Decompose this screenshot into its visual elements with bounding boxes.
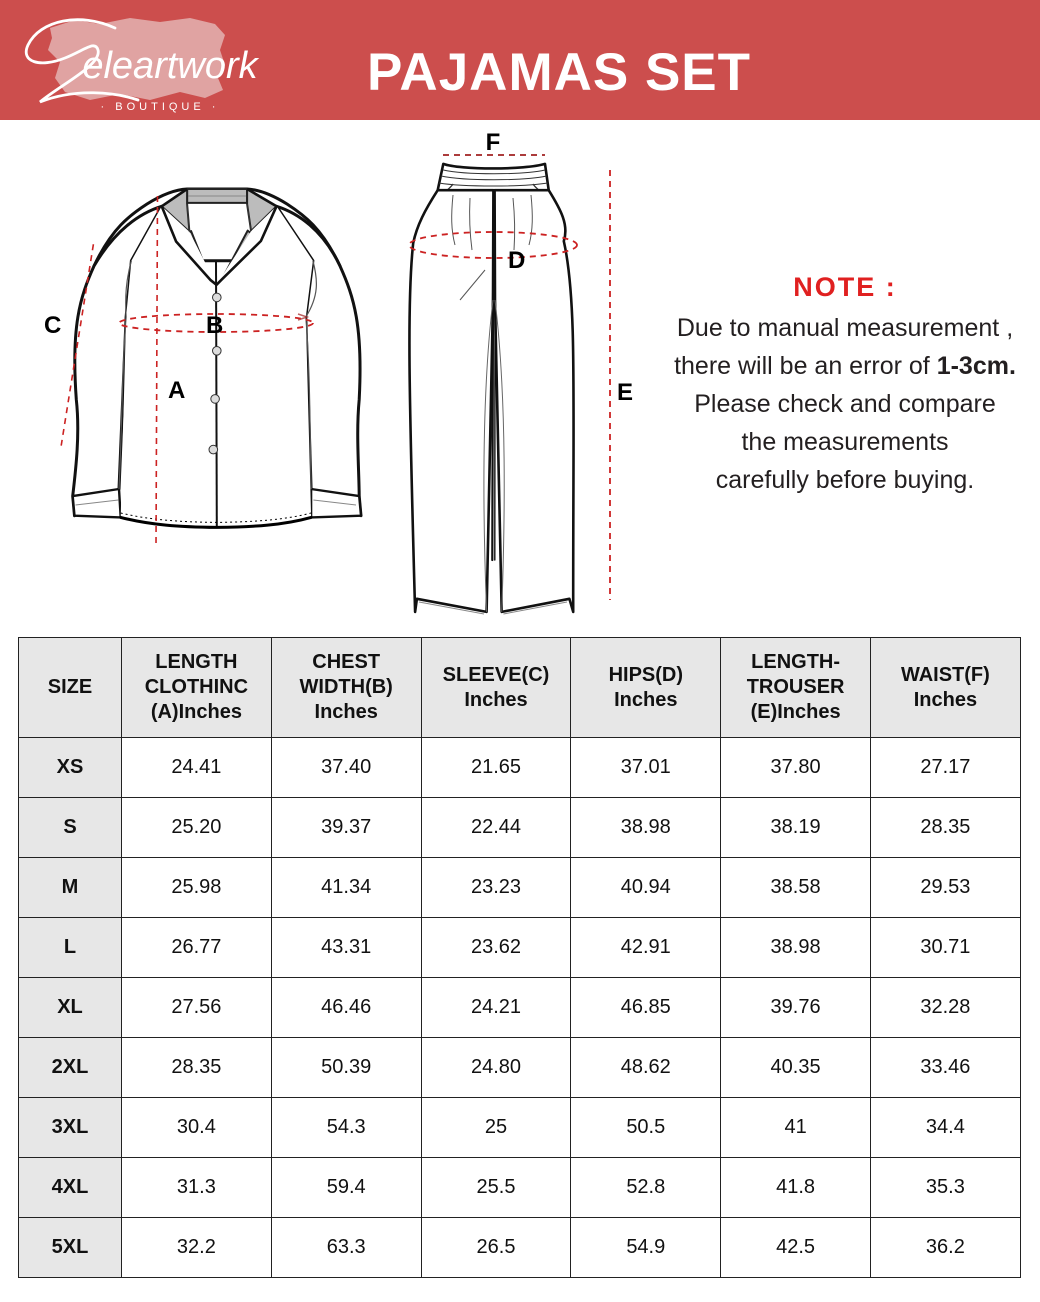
svg-text:C: C [44, 312, 61, 339]
svg-text:B: B [206, 312, 223, 339]
svg-text:eleartwork: eleartwork [82, 45, 259, 87]
svg-text:· BOUTIQUE ·: · BOUTIQUE · [101, 101, 220, 113]
svg-text:D: D [508, 247, 525, 274]
svg-text:A: A [168, 377, 185, 404]
svg-text:E: E [617, 379, 633, 406]
svg-text:F: F [486, 129, 501, 156]
